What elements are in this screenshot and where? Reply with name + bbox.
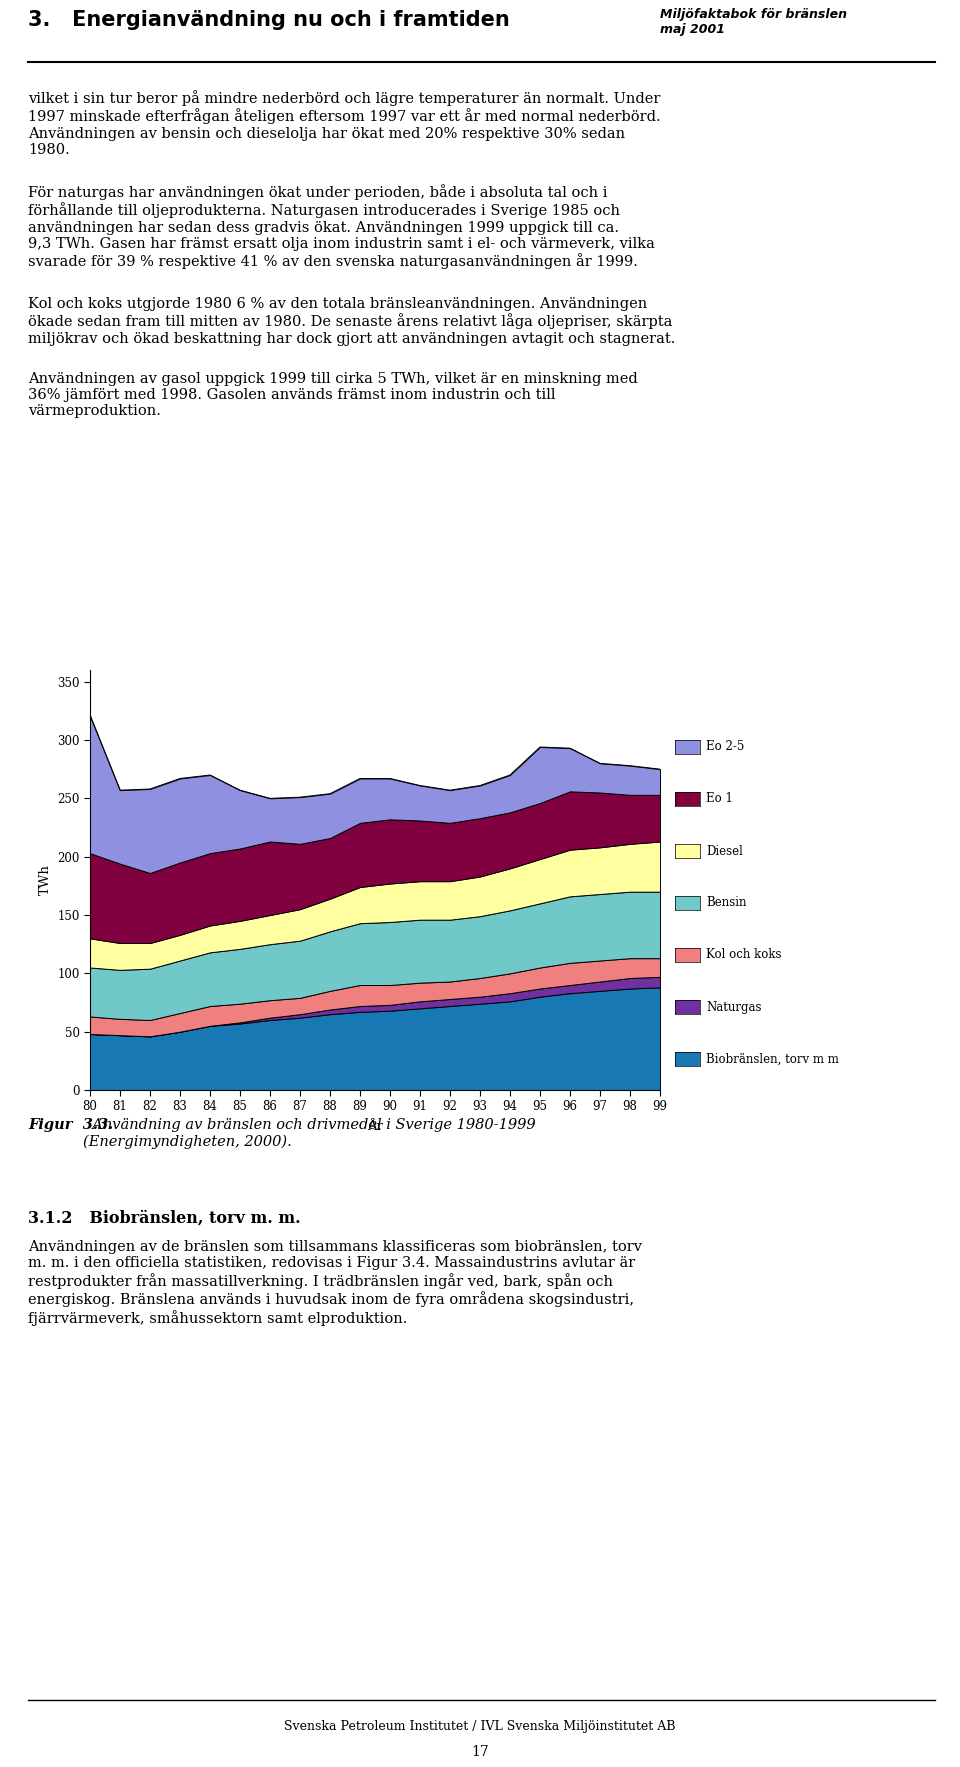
Text: Användningen av de bränslen som tillsammans klassificeras som biobränslen, torv
: Användningen av de bränslen som tillsamm… — [28, 1240, 642, 1325]
Text: Kol och koks utgjorde 1980 6 % av den totala bränsleanvändningen. Användningen
ö: Kol och koks utgjorde 1980 6 % av den to… — [28, 297, 676, 346]
Text: Användning av bränslen och drivmedel i Sverige 1980-1999
(Energimyndigheten, 200: Användning av bränslen och drivmedel i S… — [83, 1119, 536, 1149]
Y-axis label: TWh: TWh — [38, 864, 52, 896]
Text: 3.1.2   Biobränslen, torv m. m.: 3.1.2 Biobränslen, torv m. m. — [28, 1210, 300, 1226]
Text: Miljöfaktabok för bränslen
maj 2001: Miljöfaktabok för bränslen maj 2001 — [660, 9, 847, 35]
Text: Användningen av gasol uppgick 1999 till cirka 5 TWh, vilket är en minskning med
: Användningen av gasol uppgick 1999 till … — [28, 373, 637, 419]
Text: Naturgas: Naturgas — [706, 1000, 761, 1014]
Text: Svenska Petroleum Institutet / IVL Svenska Miljöinstitutet AB: Svenska Petroleum Institutet / IVL Svens… — [284, 1719, 676, 1733]
Text: Eo 2-5: Eo 2-5 — [706, 740, 744, 753]
Text: Eo 1: Eo 1 — [706, 793, 732, 806]
Text: Biobränslen, torv m m: Biobränslen, torv m m — [706, 1053, 839, 1066]
Text: För naturgas har användningen ökat under perioden, både i absoluta tal och i
för: För naturgas har användningen ökat under… — [28, 184, 655, 269]
Text: 3.   Energianvändning nu och i framtiden: 3. Energianvändning nu och i framtiden — [28, 11, 510, 30]
Text: 17: 17 — [471, 1746, 489, 1758]
Text: Kol och koks: Kol och koks — [706, 949, 781, 961]
Text: Diesel: Diesel — [706, 845, 743, 857]
X-axis label: År: År — [367, 1120, 383, 1133]
Text: Bensin: Bensin — [706, 896, 747, 910]
Text: vilket i sin tur beror på mindre nederbörd och lägre temperaturer än normalt. Un: vilket i sin tur beror på mindre nederbö… — [28, 90, 660, 157]
Text: Figur  3.3.: Figur 3.3. — [28, 1119, 113, 1133]
